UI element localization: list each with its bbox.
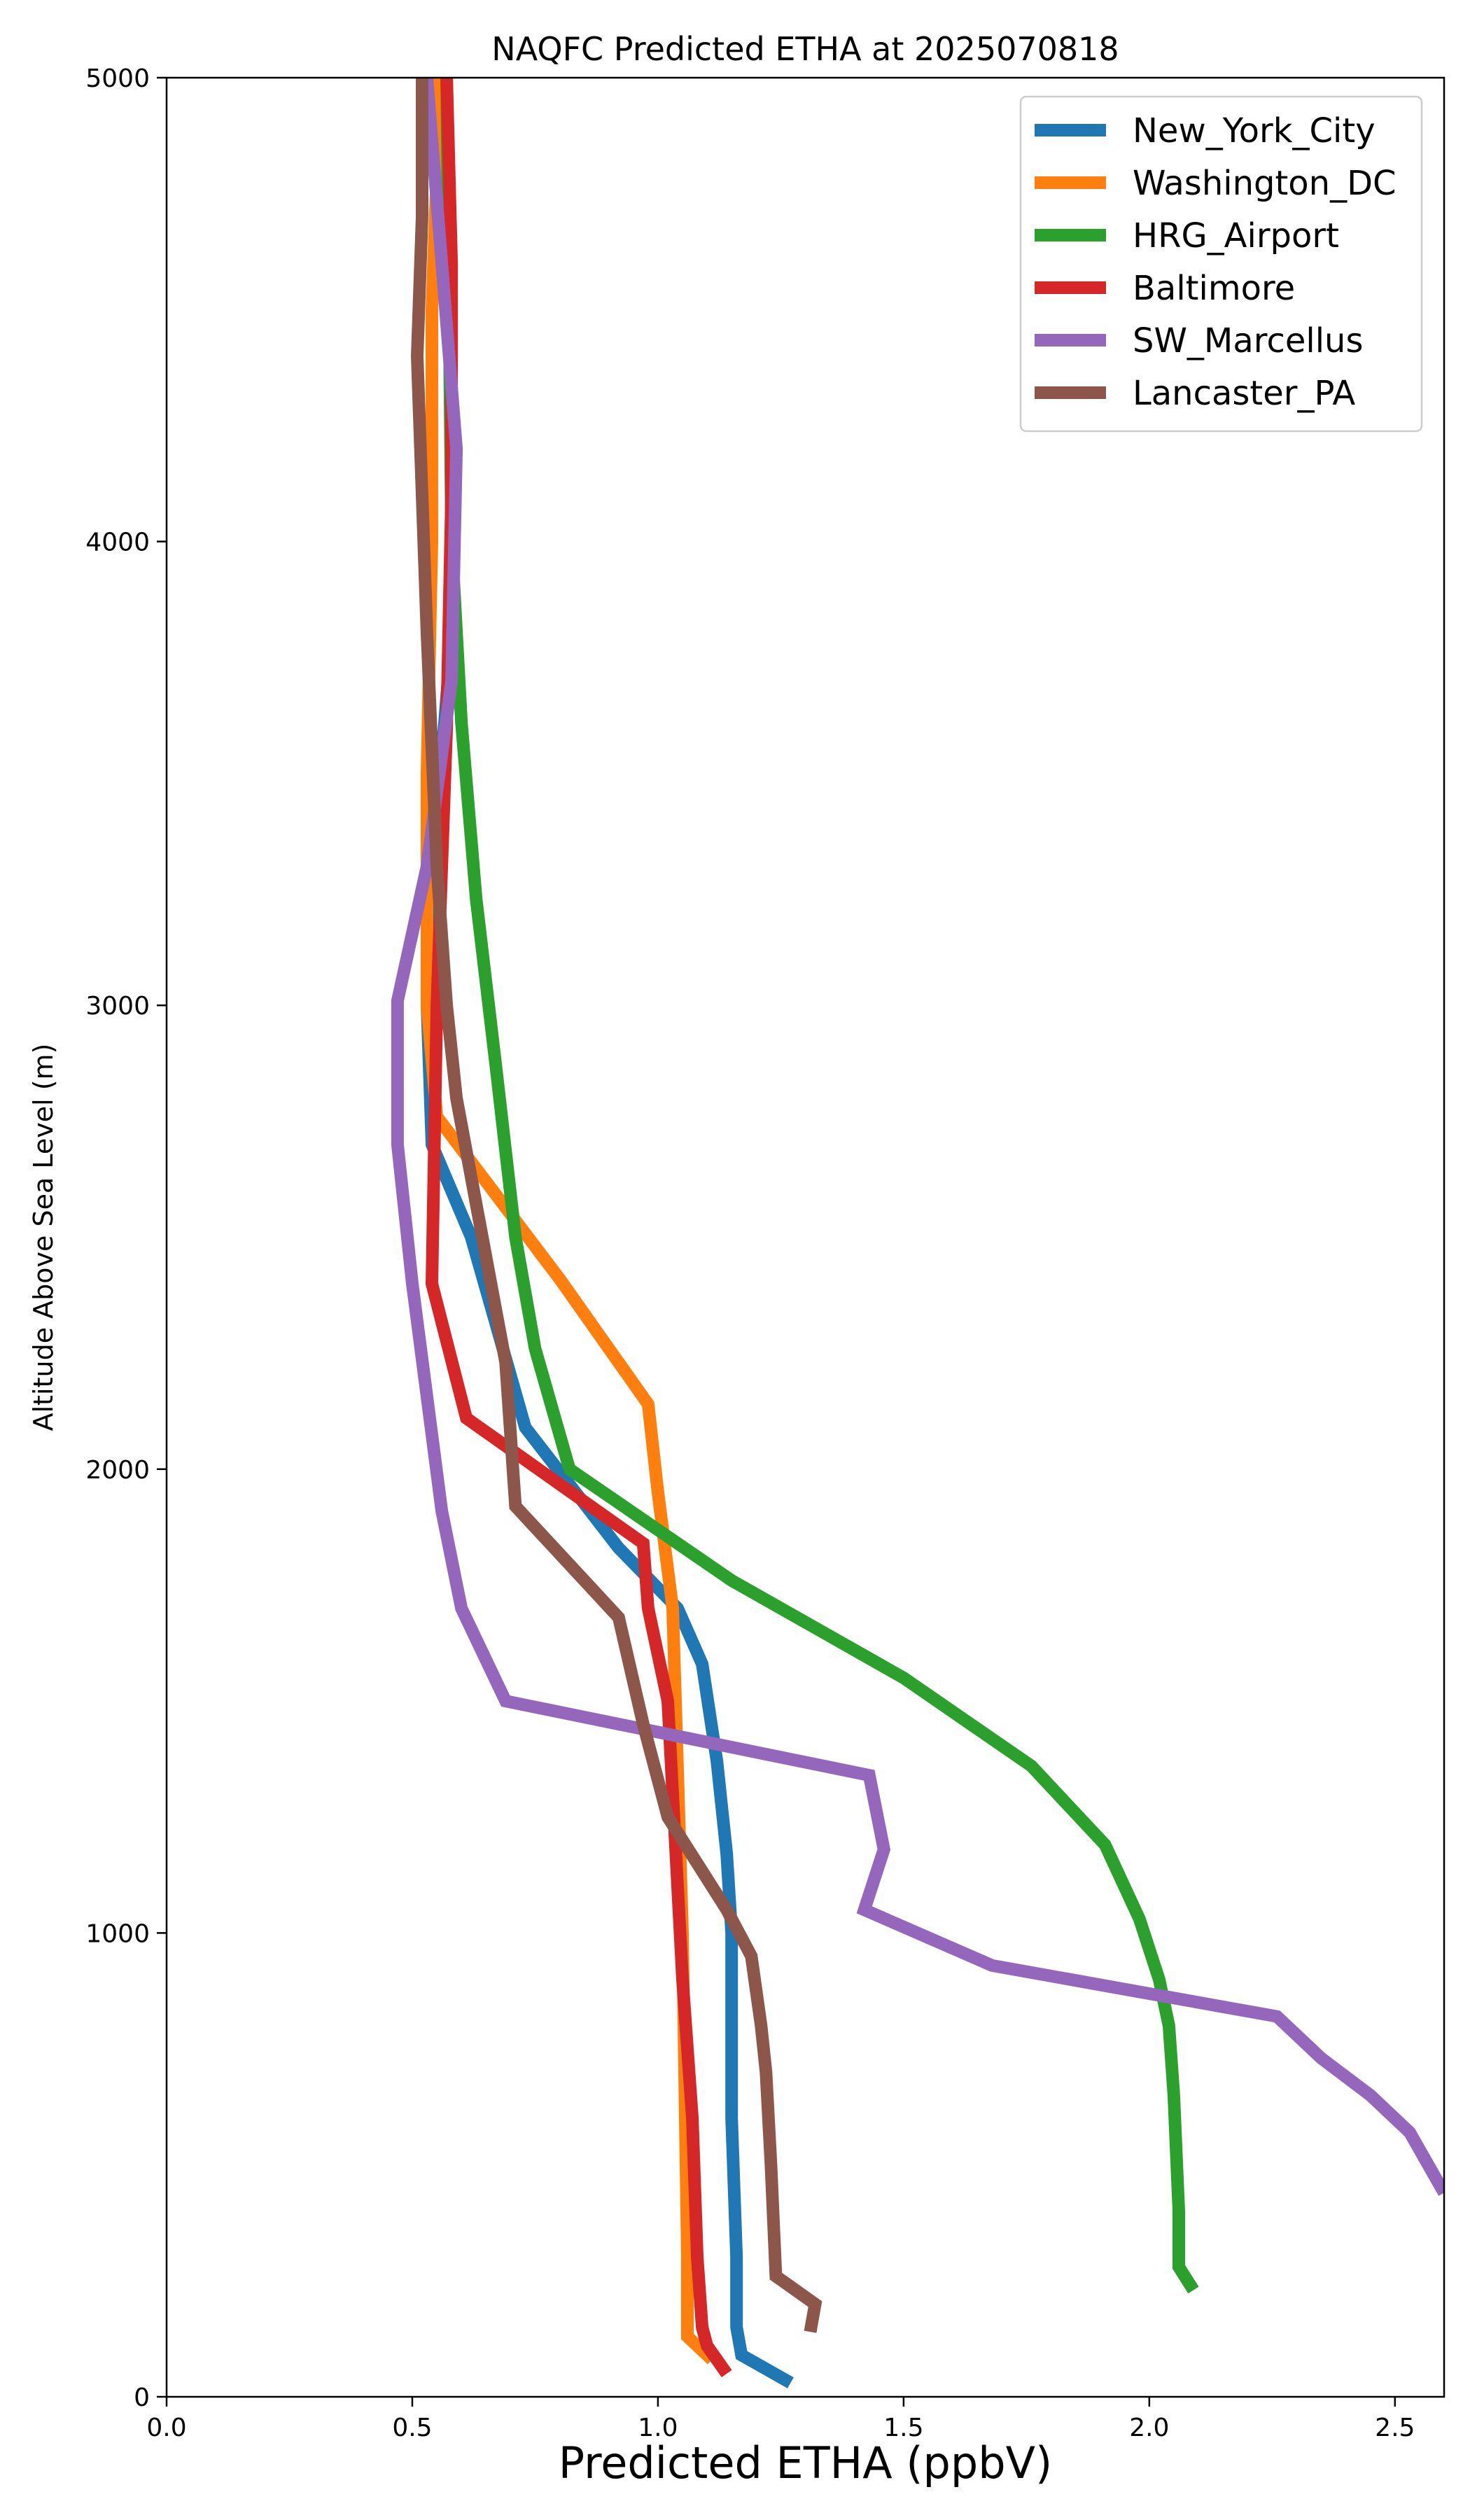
y-tick-label: 1000 <box>85 1919 150 1948</box>
series-line-washington-dc <box>421 78 717 2365</box>
plot-area <box>165 76 1446 2398</box>
legend-label: Lancaster_PA <box>1133 374 1355 413</box>
x-axis-label: Predicted ETHA (ppbV) <box>559 2437 1052 2488</box>
series-line-hrg-airport <box>440 78 1199 2294</box>
y-tick-label: 5000 <box>85 64 150 93</box>
series-line-sw-marcellus <box>391 78 1444 2196</box>
x-tick-label: 1.0 <box>638 2414 678 2442</box>
x-tick-label: 2.5 <box>1375 2414 1415 2442</box>
x-axis: 0.0 0.5 1.0 1.5 2.0 2.5 <box>146 2397 1415 2442</box>
legend-label: HRG_Airport <box>1133 216 1339 255</box>
y-tick-label: 4000 <box>85 528 150 557</box>
x-tick-label: 0.0 <box>146 2414 186 2442</box>
y-axis: 0 1000 2000 3000 4000 5000 <box>85 64 167 2412</box>
y-tick-label: 0 <box>134 2384 150 2412</box>
y-tick-label: 3000 <box>85 992 150 1021</box>
legend-label: SW_Marcellus <box>1133 321 1363 360</box>
y-axis-label: Altitude Above Sea Level (m) <box>28 1044 59 1432</box>
y-tick-label: 2000 <box>85 1456 150 1485</box>
series-line-lancaster-pa <box>410 78 822 2333</box>
legend-label: New_York_City <box>1133 111 1376 150</box>
x-tick-label: 0.5 <box>392 2414 432 2442</box>
legend-label: Washington_DC <box>1133 164 1396 203</box>
chart-title: NAQFC Predicted ETHA at 2025070818 <box>491 30 1119 68</box>
legend-label: Baltimore <box>1133 269 1295 308</box>
legend: New_York_City Washington_DC HRG_Airport Bal… <box>1019 95 1423 433</box>
x-tick-label: 1.5 <box>883 2414 923 2442</box>
series-layer <box>391 78 1444 2388</box>
legend-box <box>1019 95 1423 433</box>
x-tick-label: 2.0 <box>1129 2414 1169 2442</box>
